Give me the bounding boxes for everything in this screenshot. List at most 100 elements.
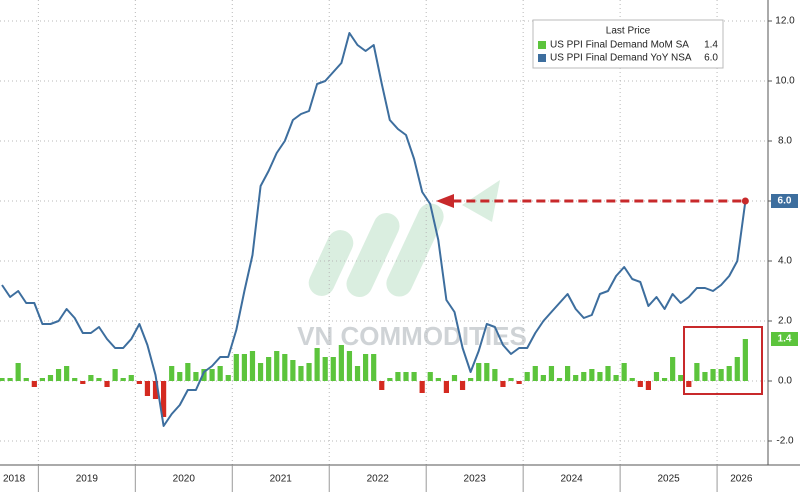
bar: [710, 369, 716, 381]
x-tick-label: 2021: [270, 474, 293, 485]
annotation-arrowhead: [436, 194, 454, 208]
bar: [152, 381, 159, 399]
bar: [330, 357, 336, 381]
bar: [451, 375, 458, 381]
bar: [136, 381, 142, 384]
last-value-label: 6.0: [778, 196, 792, 207]
x-tick-label: 2026: [730, 474, 753, 485]
bar: [371, 354, 377, 381]
bar: [419, 381, 425, 393]
bar: [540, 375, 546, 381]
bar: [678, 375, 684, 381]
bar: [597, 372, 603, 381]
bar: [468, 378, 474, 381]
bar: [661, 378, 668, 381]
bar: [23, 378, 29, 381]
bar: [670, 357, 676, 381]
bar: [532, 366, 538, 381]
bar: [88, 375, 94, 381]
x-tick-label: 2020: [173, 474, 196, 485]
x-tick-label: 2023: [464, 474, 487, 485]
bar: [734, 357, 740, 381]
legend-label: US PPI Final Demand MoM SA: [550, 40, 689, 51]
bar: [718, 369, 724, 381]
legend-label: US PPI Final Demand YoY NSA: [550, 53, 692, 64]
logo-shape: [386, 203, 444, 297]
x-tick-label: 2019: [76, 474, 99, 485]
legend: US PPI Final Demand MoM SA 1.4 US PPI Fina…: [538, 40, 718, 64]
bar: [209, 369, 215, 381]
bar: [128, 375, 134, 381]
legend-title: Last Price: [606, 26, 651, 37]
bar: [55, 369, 62, 381]
bar: [47, 375, 54, 381]
bar: [443, 381, 449, 393]
bar: [742, 339, 748, 381]
x-tick-label: 2024: [561, 474, 584, 485]
bar: [653, 372, 660, 381]
bar: [387, 378, 393, 381]
bar: [435, 378, 441, 381]
bar: [476, 363, 482, 381]
bar: [0, 378, 5, 381]
bar: [403, 372, 409, 381]
bar: [605, 366, 611, 381]
bar: [257, 363, 264, 381]
bar: [613, 375, 619, 381]
legend-swatch: [538, 41, 546, 49]
annotation-dot: [741, 197, 749, 205]
legend-box: [532, 19, 724, 69]
bar: [185, 363, 191, 381]
bar: [233, 354, 239, 381]
bar: [314, 348, 320, 381]
plot-area: [0, 0, 768, 465]
bar: [556, 378, 563, 381]
bar: [516, 381, 522, 384]
watermark: VN COMMODITIES: [297, 321, 527, 351]
bar: [346, 351, 353, 381]
bar: [621, 363, 627, 381]
y-tick-label: 4.0: [778, 256, 792, 267]
last-value-tag: [771, 194, 798, 208]
bar: [322, 357, 328, 381]
legend-value: 1.4: [704, 40, 718, 51]
bar: [274, 351, 280, 381]
bar: [589, 369, 595, 381]
bar: [484, 363, 490, 381]
bar: [306, 363, 312, 381]
bar: [379, 381, 385, 390]
logo-shape: [308, 230, 354, 296]
bar: [225, 375, 231, 381]
y-tick-label: 2.0: [778, 316, 792, 327]
bar: [726, 366, 732, 381]
bar: [104, 381, 110, 387]
bar: [241, 354, 247, 381]
bar: [15, 363, 21, 381]
y-tick-label: 8.0: [778, 136, 792, 147]
x-tick-label: 2025: [657, 474, 680, 485]
legend-swatch: [538, 54, 546, 62]
bar: [565, 366, 571, 381]
bar: [338, 345, 344, 381]
y-tick-label: 0.0: [778, 376, 792, 387]
bar: [80, 381, 86, 384]
highlight-box: [683, 326, 763, 395]
bar: [96, 378, 102, 381]
y-tick-label: 10.0: [775, 76, 795, 87]
bar: [459, 381, 466, 390]
bar: [645, 381, 651, 390]
bar: [39, 378, 45, 381]
bar: [500, 381, 506, 387]
bar: [524, 372, 530, 381]
bar: [7, 378, 13, 381]
bar: [72, 378, 78, 381]
bar: [201, 369, 207, 381]
bar: [193, 372, 199, 381]
bar: [31, 381, 37, 387]
bar: [573, 375, 579, 381]
bar: [217, 366, 223, 381]
bar: [637, 381, 643, 387]
logo-shape: [346, 212, 400, 298]
